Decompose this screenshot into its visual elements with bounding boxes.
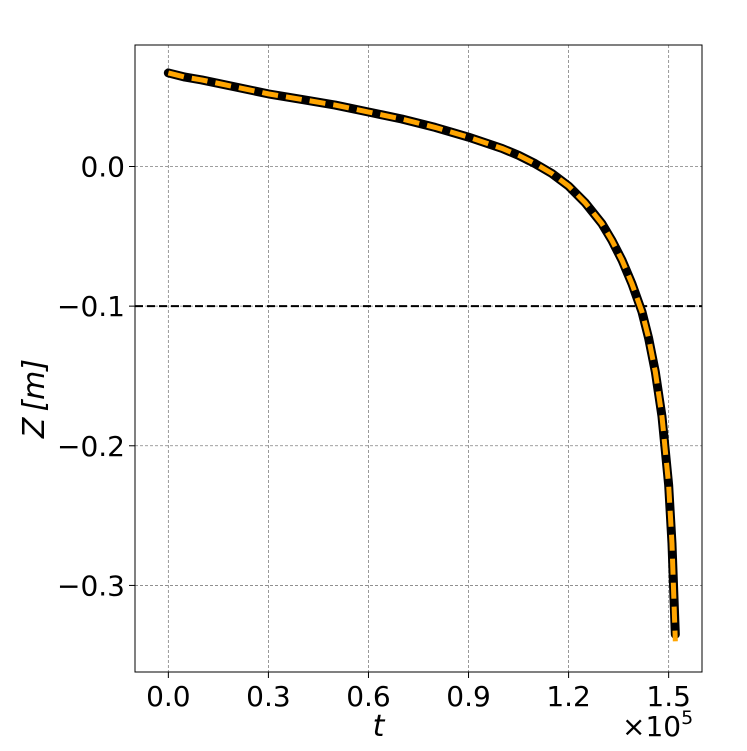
y-tick-label: −0.3 bbox=[57, 569, 125, 602]
x-tick-label: 0.6 bbox=[346, 680, 391, 713]
plot-frame bbox=[134, 44, 703, 673]
x-tick-label: 1.2 bbox=[546, 680, 591, 713]
grid-layer bbox=[135, 45, 702, 672]
x-offset-base: ×10 bbox=[622, 710, 681, 743]
series-line-dashed bbox=[167, 70, 678, 642]
x-tick-label: 0.9 bbox=[446, 680, 491, 713]
y-tick-label: 0.0 bbox=[80, 150, 125, 183]
series-line-solid bbox=[163, 68, 680, 639]
x-tick-label: 0.3 bbox=[246, 680, 291, 713]
y-axis-label: Z [m] bbox=[17, 359, 52, 439]
x-offset-exponent: 5 bbox=[681, 707, 693, 729]
x-tick-layer: 0.0 0.3 0.6 0.9 1.2 1.5 bbox=[146, 672, 691, 713]
y-tick-label: −0.2 bbox=[57, 430, 125, 463]
y-tick-layer: 0.0 −0.1 −0.2 −0.3 bbox=[57, 150, 135, 602]
y-tick-label: −0.1 bbox=[57, 290, 125, 323]
x-axis-label: t bbox=[373, 709, 386, 744]
x-axis-offset-label: ×105 bbox=[622, 707, 693, 743]
x-tick-label: 0.0 bbox=[146, 680, 191, 713]
series-layer bbox=[163, 68, 680, 642]
x-tick-label: 1.5 bbox=[646, 680, 691, 713]
